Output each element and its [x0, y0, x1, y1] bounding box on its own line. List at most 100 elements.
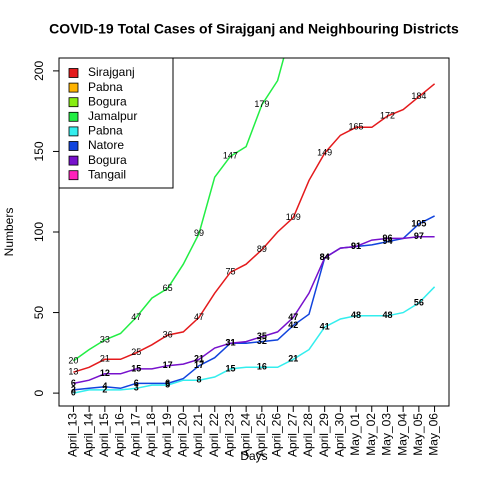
data-label: 56: [414, 297, 424, 307]
data-label: 94: [382, 236, 392, 246]
data-label: 15: [131, 363, 141, 373]
legend-label: Bogura: [88, 153, 127, 167]
x-tick-label: April_29: [317, 413, 331, 457]
data-label: 48: [382, 310, 392, 320]
x-tick-label: May_02: [364, 413, 378, 456]
x-tick-label: April_15: [97, 413, 111, 457]
x-tick-label: May_04: [395, 413, 409, 456]
x-tick-label: May_06: [427, 413, 441, 456]
data-label: 47: [131, 312, 141, 322]
x-tick-label: April_18: [144, 413, 158, 457]
data-label: 17: [163, 360, 173, 370]
data-label: 147: [223, 151, 238, 161]
legend-swatch: [68, 97, 79, 108]
x-tick-label: May_01: [348, 413, 362, 456]
data-label: 25: [131, 347, 141, 357]
data-label: 2: [71, 384, 76, 394]
data-label: 31: [225, 338, 235, 348]
legend-swatch: [68, 141, 79, 151]
x-tick-label: April_27: [285, 413, 299, 457]
x-tick-label: April_30: [333, 413, 347, 457]
legend-swatch: [68, 155, 79, 166]
series-line: [73, 286, 436, 394]
data-label: 165: [349, 122, 364, 132]
x-tick-label: April_23: [223, 413, 237, 457]
legend-label: Tangail: [88, 167, 126, 181]
data-label: 47: [194, 312, 204, 322]
data-label: 35: [257, 331, 267, 341]
y-tick-label: 50: [32, 306, 46, 320]
data-label: 75: [225, 267, 235, 277]
data-label: 6: [71, 378, 76, 388]
data-label: 3: [134, 383, 139, 393]
data-label: 17: [194, 360, 204, 370]
series-line: [73, 215, 435, 391]
x-tick-label: April_20: [176, 413, 190, 457]
data-label: 15: [225, 363, 235, 373]
legend-swatch: [68, 68, 79, 78]
x-tick-label: April_28: [301, 413, 315, 457]
data-label: 36: [163, 329, 173, 339]
legend-swatch: [68, 126, 79, 137]
plot-lines: [72, 58, 436, 394]
data-label: 105: [411, 218, 426, 228]
data-label: 4: [102, 381, 107, 391]
data-label: 84: [320, 252, 330, 262]
legend-label: Pabna: [88, 80, 123, 94]
data-label: 84: [320, 252, 330, 262]
x-tick-label: April_14: [81, 413, 95, 457]
x-tick-label: April_17: [128, 413, 142, 457]
y-tick-label: 100: [32, 222, 46, 242]
data-label: 6: [134, 378, 139, 388]
legend-swatch: [68, 111, 79, 122]
legend-label: Bogura: [88, 94, 127, 108]
data-label: 13: [68, 367, 78, 377]
data-label: 91: [351, 241, 361, 251]
data-label: 172: [380, 110, 395, 120]
series-line: [72, 58, 285, 362]
legend-label: Pabna: [88, 124, 123, 138]
data-label: 16: [257, 362, 267, 372]
data-label: 96: [382, 233, 392, 243]
data-label: 21: [288, 354, 298, 364]
series-line: [73, 83, 436, 373]
data-label: 99: [194, 228, 204, 238]
legend-swatch: [68, 170, 79, 181]
data-label: 184: [411, 91, 426, 101]
x-tick-label: April_24: [238, 413, 252, 457]
data-label: 109: [286, 212, 301, 222]
data-label: 48: [351, 310, 361, 320]
data-label: 41: [320, 321, 330, 331]
data-label: 2: [102, 384, 107, 394]
data-label: 33: [100, 334, 110, 344]
series-line: [73, 236, 435, 385]
x-tick-label: April_13: [66, 413, 80, 457]
data-label: 149: [317, 147, 332, 157]
data-label: 179: [254, 99, 269, 109]
x-tick-label: April_26: [270, 413, 284, 457]
x-tick-label: May_03: [380, 413, 394, 456]
data-label: 32: [257, 336, 267, 346]
data-label: 12: [100, 368, 110, 378]
data-label: 6: [165, 378, 170, 388]
x-tick-label: April_16: [113, 413, 127, 457]
data-label: 89: [257, 244, 267, 254]
data-label: 91: [351, 241, 361, 251]
chart-title: COVID-19 Total Cases of Sirajganj and Ne…: [49, 21, 459, 37]
data-label: 0: [71, 387, 76, 397]
y-tick-label: 150: [32, 141, 46, 161]
x-tick-label: April_25: [254, 413, 268, 457]
legend-box: [58, 57, 174, 189]
data-label: 21: [194, 354, 204, 364]
x-tick-label: April_21: [191, 413, 205, 457]
data-label: 47: [288, 312, 298, 322]
legend-label: Sirajganj: [88, 65, 135, 79]
data-label: 42: [288, 320, 298, 330]
data-label: 20: [68, 355, 78, 365]
data-label: 31: [225, 338, 235, 348]
legend-label: Natore: [88, 138, 124, 152]
data-label: 8: [197, 375, 202, 385]
x-axis-label: Days: [240, 449, 267, 463]
legend-swatch: [68, 82, 79, 93]
